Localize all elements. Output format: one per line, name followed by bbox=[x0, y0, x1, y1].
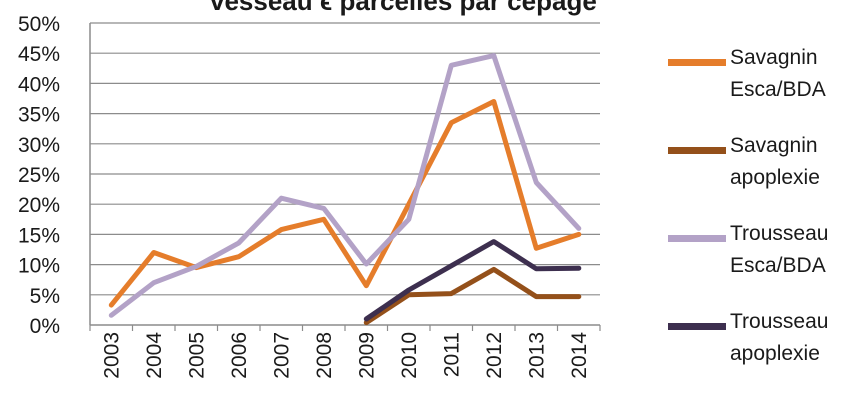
x-tick-label: 2014 bbox=[568, 332, 591, 379]
grid-lines bbox=[90, 22, 600, 296]
y-tick-label: 35% bbox=[18, 104, 60, 127]
series-line-4 bbox=[363, 239, 582, 322]
legend-item-trousseau-apoplexie: Trousseau apoplexie bbox=[668, 306, 850, 386]
series-line-1 bbox=[108, 99, 582, 308]
y-tick-label: 40% bbox=[18, 73, 60, 96]
x-tick-label: 2007 bbox=[270, 332, 293, 379]
x-tick-label: 2005 bbox=[185, 332, 208, 379]
y-tick-label: 5% bbox=[30, 285, 60, 308]
legend-item-trousseau-esca: Trousseau Esca/BDA bbox=[668, 218, 850, 298]
y-tick-label: 20% bbox=[18, 194, 60, 217]
y-tick-label: 10% bbox=[18, 255, 60, 278]
y-tick-label: 25% bbox=[18, 164, 60, 187]
x-tick-label: 2003 bbox=[100, 332, 123, 379]
legend-label: Trousseau apoplexie bbox=[730, 310, 829, 365]
y-tick-label: 0% bbox=[30, 315, 60, 338]
legend-item-savagnin-esca: Savagnin Esca/BDA bbox=[668, 42, 850, 122]
series-line-3 bbox=[108, 53, 582, 318]
x-tick-label: 2009 bbox=[355, 332, 378, 379]
x-tick-label: 2008 bbox=[313, 332, 336, 379]
legend-swatch bbox=[668, 59, 726, 66]
y-tick-label: 45% bbox=[18, 43, 60, 66]
x-axis-tick-labels: 2003 2004 2005 2006 2007 2008 2009 2010 2011 2012… bbox=[100, 332, 591, 379]
y-tick-label: 30% bbox=[18, 134, 60, 157]
x-tick-label: 2013 bbox=[525, 332, 548, 379]
y-tick-label: 15% bbox=[18, 224, 60, 247]
legend-label: Savagnin Esca/BDA bbox=[730, 46, 826, 101]
x-tick-label: 2011 bbox=[440, 332, 463, 377]
legend-swatch bbox=[668, 235, 726, 242]
y-tick-label: 50% bbox=[18, 13, 60, 36]
x-tick-label: 2012 bbox=[483, 332, 506, 379]
x-tick-label: 2004 bbox=[143, 332, 166, 379]
chart-title: vesseau ϵ parcelles par cépage bbox=[210, 0, 597, 16]
series-lines bbox=[108, 53, 582, 326]
legend-swatch bbox=[668, 147, 726, 154]
series-line-2 bbox=[363, 266, 582, 326]
axes bbox=[89, 23, 601, 331]
legend-label: Savagnin apoplexie bbox=[730, 134, 820, 189]
legend-label: Trousseau Esca/BDA bbox=[730, 222, 829, 277]
y-axis-tick-labels: 0% 5% 10% 15% 20% 25% 30% 35% 40% 45% 50% bbox=[18, 13, 60, 338]
legend-swatch bbox=[668, 323, 726, 330]
x-tick-label: 2006 bbox=[228, 332, 251, 379]
legend-item-savagnin-apoplexie: Savagnin apoplexie bbox=[668, 130, 850, 210]
x-tick-label: 2010 bbox=[398, 332, 421, 379]
